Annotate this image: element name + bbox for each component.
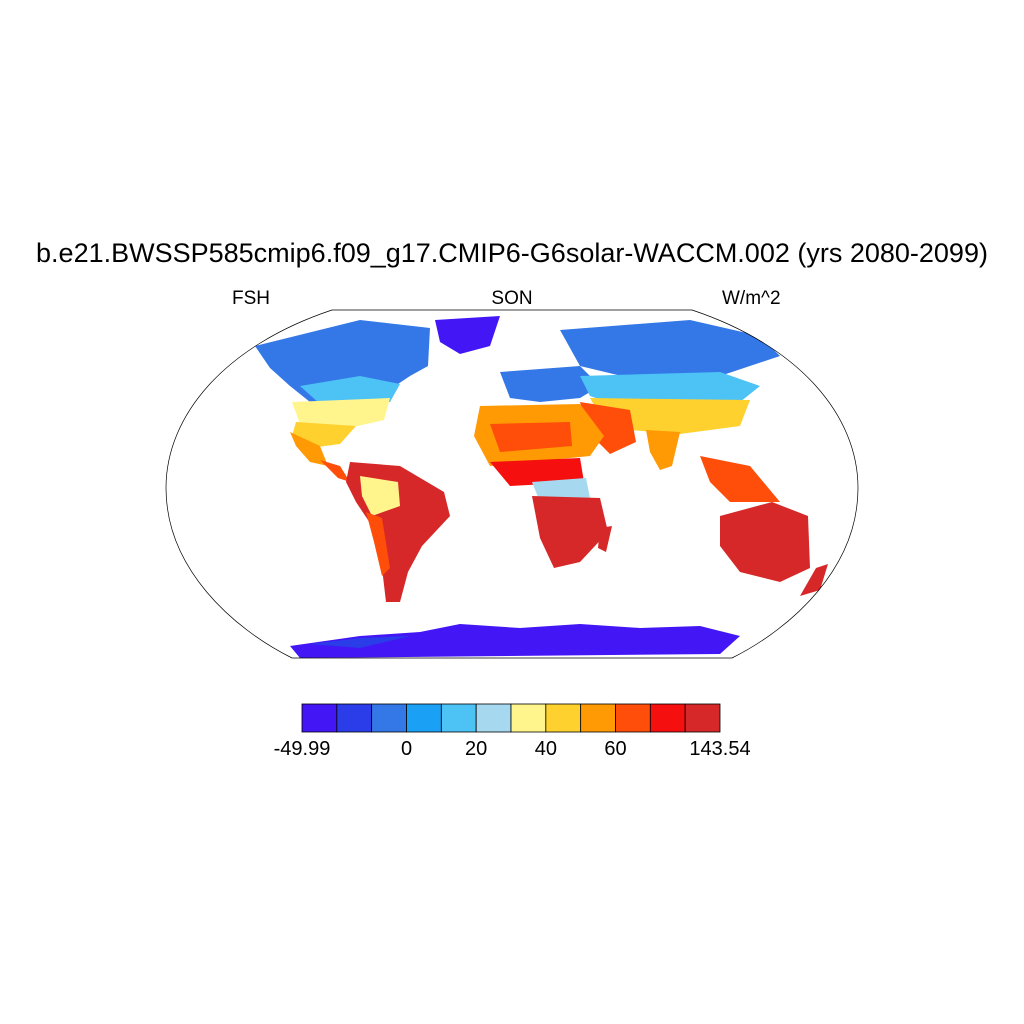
australia xyxy=(720,502,810,582)
mexico xyxy=(290,432,328,466)
colorbar-swatch xyxy=(615,703,651,733)
colorbar-tick-label: 20 xyxy=(465,738,488,760)
colorbar-max-label: 143.54 xyxy=(689,738,751,760)
canada-band xyxy=(300,376,400,404)
amazon-band xyxy=(360,476,400,516)
europe xyxy=(500,366,600,402)
central-africa xyxy=(532,478,590,502)
world-map xyxy=(165,309,859,659)
central-america xyxy=(320,460,350,482)
colorbar-swatch xyxy=(475,703,512,733)
colorbar-swatch xyxy=(684,703,721,733)
variable-label: FSH xyxy=(232,288,270,309)
colorbar-swatch xyxy=(440,703,477,733)
colorbar-swatch xyxy=(545,703,582,733)
southern-africa xyxy=(532,496,608,568)
colorbar-min-label: -49.99 xyxy=(273,738,331,760)
colorbar-swatch xyxy=(406,703,442,733)
colorbar-swatch xyxy=(371,703,407,733)
antarctica-land xyxy=(290,624,740,658)
sahara-band xyxy=(490,422,572,452)
colorbar-swatch xyxy=(649,703,686,733)
units-label: W/m^2 xyxy=(722,288,781,309)
usa-band xyxy=(292,398,390,430)
colorbar-swatch xyxy=(336,703,373,733)
colorbar-tick-label: 0 xyxy=(400,738,413,760)
siberia xyxy=(560,320,780,378)
plot-title: b.e21.BWSSP585cmip6.f09_g17.CMIP6-G6sola… xyxy=(36,238,988,268)
antarctic-coast-band xyxy=(310,636,410,648)
andes-band xyxy=(366,512,390,576)
colorbar-tick-label: 60 xyxy=(604,738,627,760)
colorbar-swatch xyxy=(301,703,338,733)
greenland xyxy=(435,316,500,354)
madagascar xyxy=(598,526,612,552)
colorbar-swatch xyxy=(580,703,616,733)
season-label: SON xyxy=(491,288,533,309)
asia-mid-band xyxy=(580,372,760,406)
colorbar-swatch xyxy=(510,703,547,733)
map-outline xyxy=(165,309,859,659)
india xyxy=(646,430,680,470)
middle-east xyxy=(580,402,636,454)
southeast-asia xyxy=(700,456,780,502)
colorbar-tick-label: 40 xyxy=(534,738,557,760)
colorbar xyxy=(301,703,721,733)
new-zealand xyxy=(800,564,828,596)
sahel-band xyxy=(490,458,584,486)
